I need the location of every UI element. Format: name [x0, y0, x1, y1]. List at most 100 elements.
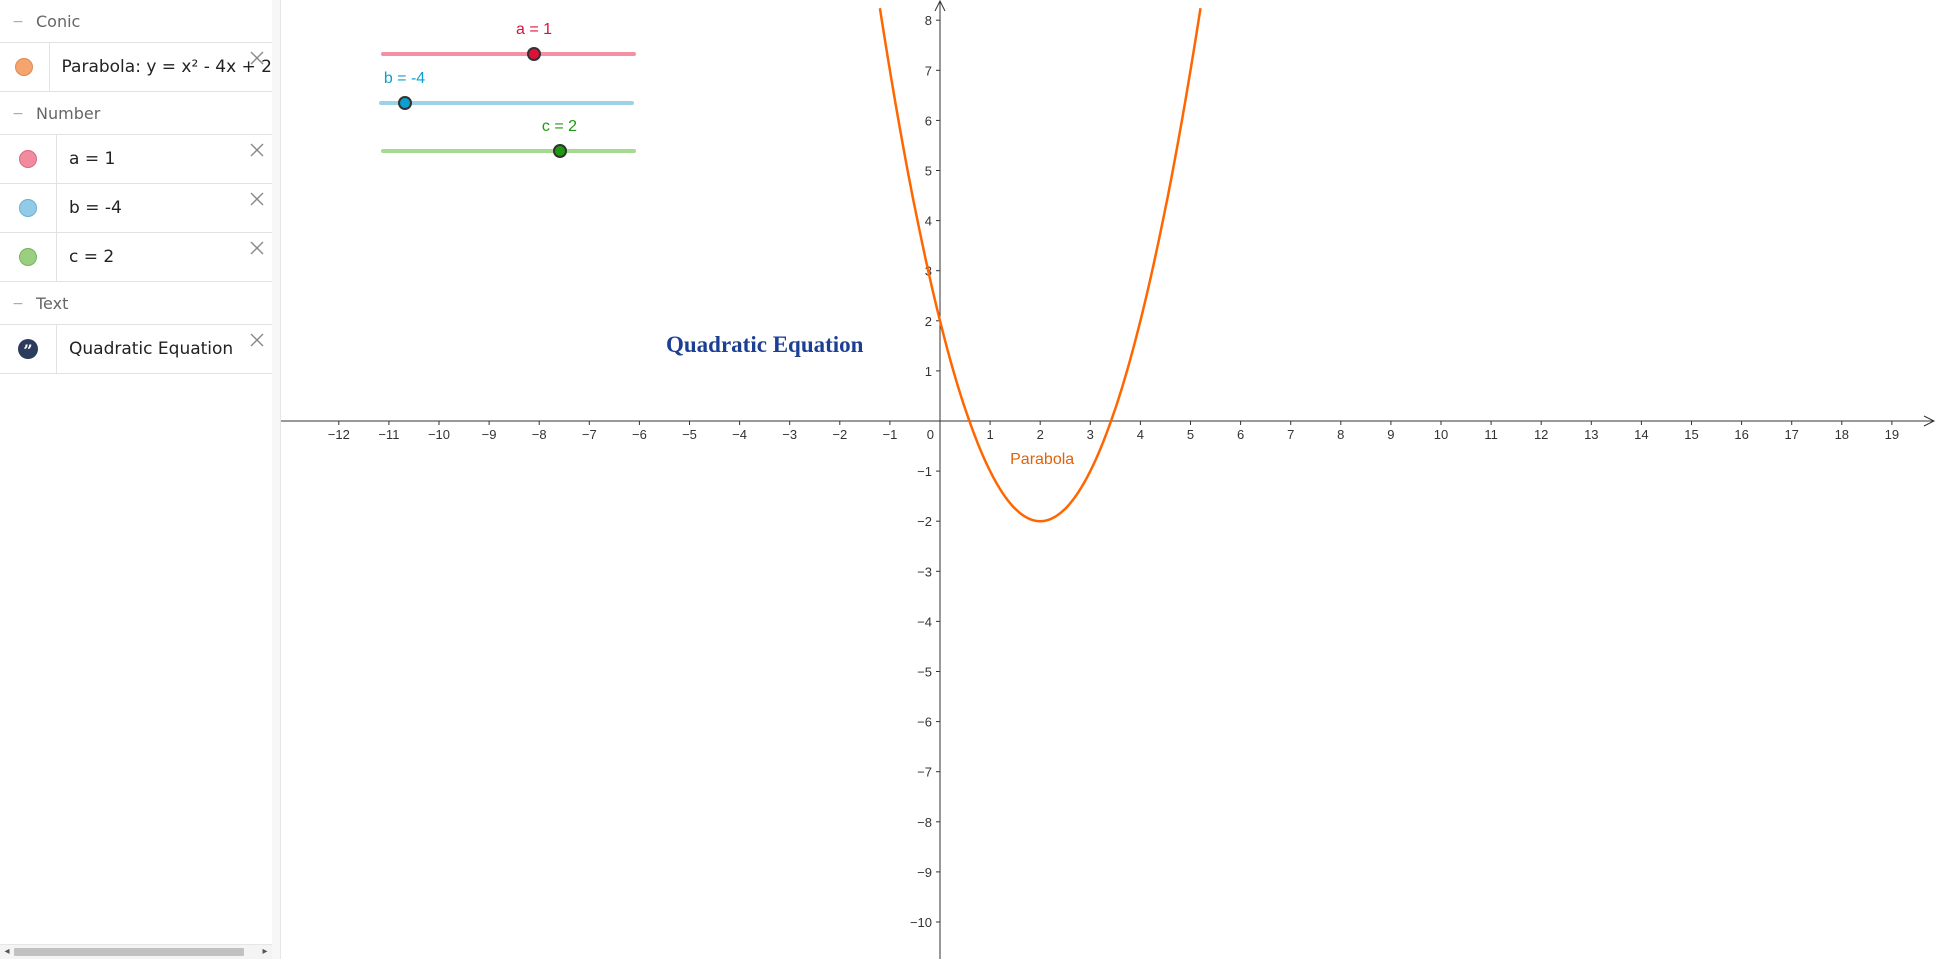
- group-header-number[interactable]: − Number: [0, 92, 272, 135]
- slider-label: a = 1: [515, 21, 553, 38]
- collapse-icon[interactable]: −: [12, 105, 24, 122]
- delete-icon[interactable]: [248, 239, 266, 257]
- slider-knob[interactable]: [397, 96, 412, 110]
- x-tick-label: 11: [1484, 427, 1498, 442]
- x-tick-label: 6: [1237, 427, 1244, 442]
- x-tick-label: 16: [1734, 427, 1748, 442]
- y-tick-label: −2: [917, 514, 932, 529]
- x-tick-label: −1: [882, 427, 897, 442]
- delete-icon[interactable]: [248, 190, 266, 208]
- quadratic-equation-text[interactable]: Quadratic Equation: [666, 332, 864, 357]
- y-tick-label: −10: [910, 915, 932, 930]
- algebra-item-text[interactable]: Quadratic Equation: [69, 339, 234, 359]
- x-tick-label: 7: [1287, 427, 1294, 442]
- x-tick-label: 5: [1187, 427, 1194, 442]
- x-tick-label: −3: [782, 427, 797, 442]
- y-tick-label: −7: [917, 765, 932, 780]
- visibility-marble-icon[interactable]: [19, 248, 37, 266]
- slider-track[interactable]: [379, 101, 634, 105]
- y-axis-arrow: [934, 0, 946, 12]
- parabola-curve[interactable]: [878, 8, 1202, 523]
- algebra-view: − Conic Parabola: y = x² - 4x + 2 − Numb…: [0, 0, 273, 959]
- visibility-marble-icon[interactable]: [15, 58, 34, 76]
- x-tick-label: −12: [328, 427, 350, 442]
- x-tick-label: −6: [632, 427, 647, 442]
- x-tick-label: −11: [378, 427, 399, 442]
- slider-track[interactable]: [381, 52, 636, 56]
- x-tick-label: 17: [1784, 427, 1798, 442]
- group-title: Text: [36, 294, 69, 313]
- x-tick-label: −5: [682, 427, 697, 442]
- x-tick-label: −8: [532, 427, 547, 442]
- algebra-item-text[interactable]: a = 1: [69, 149, 116, 169]
- group-title: Conic: [36, 12, 81, 31]
- x-tick-label: 12: [1534, 427, 1548, 442]
- slider-label: b = -4: [383, 70, 426, 87]
- quote-icon[interactable]: ”: [18, 339, 38, 360]
- algebra-item-c[interactable]: c = 2: [0, 232, 272, 282]
- visibility-marble-icon[interactable]: [19, 199, 37, 217]
- x-tick-label: 9: [1387, 427, 1394, 442]
- y-tick-label: 6: [925, 113, 932, 128]
- slider-track[interactable]: [381, 149, 636, 153]
- x-tick-label: 14: [1634, 427, 1648, 442]
- x-tick-label: −10: [428, 427, 450, 442]
- x-tick-label: 10: [1434, 427, 1448, 442]
- y-tick-label: −4: [917, 614, 932, 629]
- group-header-conic[interactable]: − Conic: [0, 0, 272, 43]
- group-header-text[interactable]: − Text: [0, 282, 272, 325]
- x-tick-label: 0: [927, 427, 934, 442]
- parabola-label[interactable]: Parabola: [1010, 451, 1075, 469]
- x-tick-label: 19: [1885, 427, 1899, 442]
- algebra-item-parabola[interactable]: Parabola: y = x² - 4x + 2: [0, 42, 272, 92]
- delete-icon[interactable]: [248, 331, 266, 349]
- y-tick-label: −5: [917, 665, 932, 680]
- algebra-item-a[interactable]: a = 1: [0, 134, 272, 184]
- y-tick-label: −6: [917, 715, 932, 730]
- x-tick-label: −2: [832, 427, 847, 442]
- delete-icon[interactable]: [248, 141, 266, 159]
- y-tick-label: 2: [925, 314, 932, 329]
- x-tick-label: 3: [1087, 427, 1094, 442]
- delete-icon[interactable]: [248, 49, 266, 67]
- y-tick-label: 5: [925, 164, 932, 179]
- y-tick-label: −9: [917, 865, 932, 880]
- y-tick-label: 7: [925, 63, 932, 78]
- algebra-item-text-object[interactable]: ” Quadratic Equation: [0, 324, 272, 374]
- graphics-view[interactable]: −12 −11 −10 −9 −8 −7 −6 −5 −4 −3 −2 −1 0 1 2 3 4 5 6 7 8 9 10 1…: [281, 0, 1936, 959]
- collapse-icon[interactable]: −: [12, 295, 24, 312]
- algebra-item-text[interactable]: c = 2: [69, 247, 115, 267]
- scrollbar-thumb[interactable]: [14, 948, 244, 956]
- y-tick-label: 1: [925, 364, 932, 379]
- x-tick-label: 15: [1684, 427, 1698, 442]
- coordinate-plane[interactable]: −12 −11 −10 −9 −8 −7 −6 −5 −4 −3 −2 −1 0 1 2 3 4 5 6 7 8 9 10 1…: [281, 0, 1936, 959]
- x-tick-label: 2: [1037, 427, 1044, 442]
- slider-knob[interactable]: [552, 144, 567, 158]
- view-splitter[interactable]: [272, 0, 281, 959]
- collapse-icon[interactable]: −: [12, 13, 24, 30]
- x-tick-label: −4: [732, 427, 747, 442]
- x-tick-label: 18: [1835, 427, 1849, 442]
- x-tick-label: 4: [1137, 427, 1144, 442]
- horizontal-scrollbar[interactable]: ◂ ▸: [0, 944, 272, 959]
- group-title: Number: [36, 104, 101, 123]
- y-tick-label: −8: [917, 815, 932, 830]
- x-tick-label: 1: [986, 427, 993, 442]
- x-tick-label: −7: [582, 427, 597, 442]
- scroll-left-icon[interactable]: ◂: [4, 946, 10, 957]
- x-tick-label: 13: [1584, 427, 1598, 442]
- slider-knob[interactable]: [527, 47, 541, 61]
- x-axis-arrow: [1923, 415, 1936, 427]
- y-tick-label: −1: [917, 464, 932, 479]
- x-tick-label: −9: [482, 427, 497, 442]
- algebra-item-b[interactable]: b = -4: [0, 183, 272, 233]
- slider-label: c = 2: [541, 118, 578, 135]
- visibility-marble-icon[interactable]: [19, 150, 37, 168]
- y-tick-label: 8: [925, 13, 932, 28]
- algebra-item-text[interactable]: Parabola: y = x² - 4x + 2: [61, 57, 272, 77]
- scroll-right-icon[interactable]: ▸: [262, 946, 268, 957]
- y-tick-label: −3: [917, 564, 932, 579]
- y-tick-label: 4: [925, 214, 932, 229]
- x-tick-label: 8: [1337, 427, 1344, 442]
- algebra-item-text[interactable]: b = -4: [69, 198, 122, 218]
